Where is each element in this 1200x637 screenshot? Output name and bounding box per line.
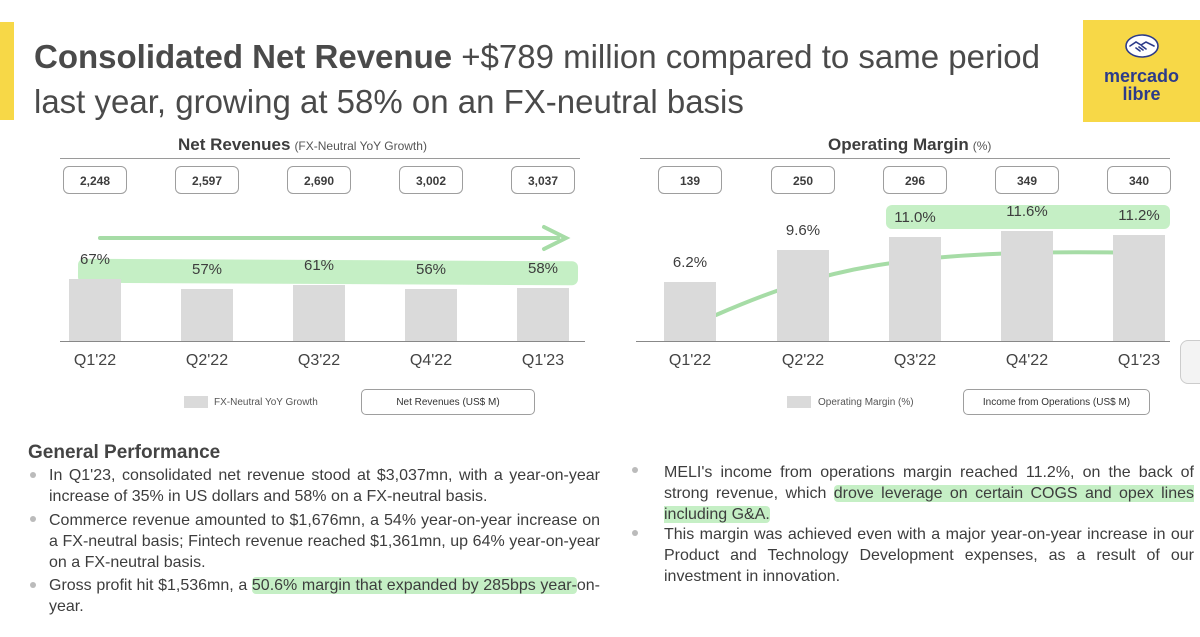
chart1-data-label: 56% [415,261,447,279]
chart1-title-text: Net Revenues [178,135,291,154]
page-title: Consolidated Net Revenue +$789 million c… [34,34,1064,124]
bullet-dot [632,467,638,473]
chart2-margin-highlight [886,205,1170,229]
chart1-legend-series2: Net Revenues (US$ M) [361,389,535,415]
chart1-bar [517,287,569,341]
section-title: General Performance [28,442,221,463]
bullet-left-1: In Q1'23, consolidated net revenue stood… [49,467,600,505]
chart2-legend-swatch [787,396,811,408]
title-bold: Consolidated Net Revenue [34,38,453,75]
chart2-x-tick: Q2'22 [781,352,825,369]
chart1-total-box: 3,037 [511,166,575,194]
chart1-x-tick: Q4'22 [409,352,453,369]
bullet-left-3-pre: Gross profit hit $1,536mn, a [49,577,252,594]
chart2-title-rule [640,158,1170,159]
bullet-left-3-post: on-year. [49,577,600,615]
chart1-data-label: 57% [191,260,223,278]
bullet-left-2: Commerce revenue amounted to $1,676mn, a… [49,512,600,571]
chart1-data-label: 67% [79,251,111,269]
chart1-legend-swatch [184,396,208,408]
chart1-legend-series1: FX-Neutral YoY Growth [214,397,318,408]
chart1-x-tick: Q3'22 [297,352,341,369]
chart2-data-label: 11.0% [894,208,936,226]
chart1-subtitle: (FX-Neutral YoY Growth) [294,139,427,153]
chart1-total-box: 2,597 [175,166,239,194]
chart2-axis [636,341,1170,342]
chart2-total-box: 250 [771,166,835,194]
chart2-total-box: 296 [883,166,947,194]
bullet-left-3: Gross profit hit $1,536mn, a 50.6% margi… [49,575,600,617]
chart2-total-box: 139 [658,166,722,194]
chart1-data-label: 61% [303,256,335,274]
chart2-bar [1001,230,1053,341]
bullet-right-2: This margin was achieved even with a maj… [664,526,1194,585]
chart2-x-tick: Q3'22 [893,352,937,369]
chart1-title-rule [60,158,580,159]
bullet-dot [632,530,638,536]
chart2-total-box: 349 [995,166,1059,194]
chart1-x-tick: Q2'22 [185,352,229,369]
title-rest: +$789 million compared to same period la… [34,38,1040,120]
chart2-subtitle: (%) [972,139,992,153]
chart2-title: Operating Margin (%) [828,135,991,155]
logo-text-line1: mercado [1103,66,1180,86]
logo-text-line2: libre [1122,84,1161,104]
chart2-bar [1113,234,1165,341]
chart1-data-label: 58% [527,259,559,277]
chart2-x-tick: Q4'22 [1005,352,1049,369]
chart1-x-tick: Q1'23 [521,352,565,369]
chart2-data-label: 6.2% [672,254,708,272]
chart1-bar [293,284,345,341]
chart1-bar [405,289,457,341]
bullet-left-3-highlight: 50.6% margin that expanded by 285bps yea… [251,577,577,594]
chart1-bar [181,288,233,341]
handshake-icon [1125,34,1159,58]
chart2-legend-series1: Operating Margin (%) [818,397,914,408]
chart2-title-text: Operating Margin [828,135,969,154]
bullet-dot [30,516,36,522]
chart1-axis [60,341,585,342]
bullet-dot [30,582,36,588]
chart2-data-label: 9.6% [785,221,821,239]
chart1-total-box: 2,248 [63,166,127,194]
page-curl-decoration [1180,340,1200,384]
chart2-bar [664,282,716,341]
bullet-dot [30,472,36,478]
accent-bar [0,22,14,120]
chart2-total-box: 340 [1107,166,1171,194]
chart2-bar [777,249,829,341]
bullet-right-1-pre: MELI's income from operations margin rea… [664,464,1194,502]
chart2-x-tick: Q1'23 [1117,352,1161,369]
mercadolibre-logo: mercado libre [1083,20,1200,122]
chart2-legend-series2: Income from Operations (US$ M) [963,389,1150,415]
chart2-data-label: 11.6% [1006,202,1048,220]
chart1-total-box: 2,690 [287,166,351,194]
chart2-data-label: 11.2% [1118,206,1160,224]
chart2-x-tick: Q1'22 [668,352,712,369]
chart1-total-box: 3,002 [399,166,463,194]
chart1-x-tick: Q1'22 [73,352,117,369]
chart1-bar [69,279,121,341]
chart1-title: Net Revenues (FX-Neutral YoY Growth) [178,135,427,155]
chart2-bar [889,236,941,341]
bullet-right-1: MELI's income from operations margin rea… [664,462,1195,525]
